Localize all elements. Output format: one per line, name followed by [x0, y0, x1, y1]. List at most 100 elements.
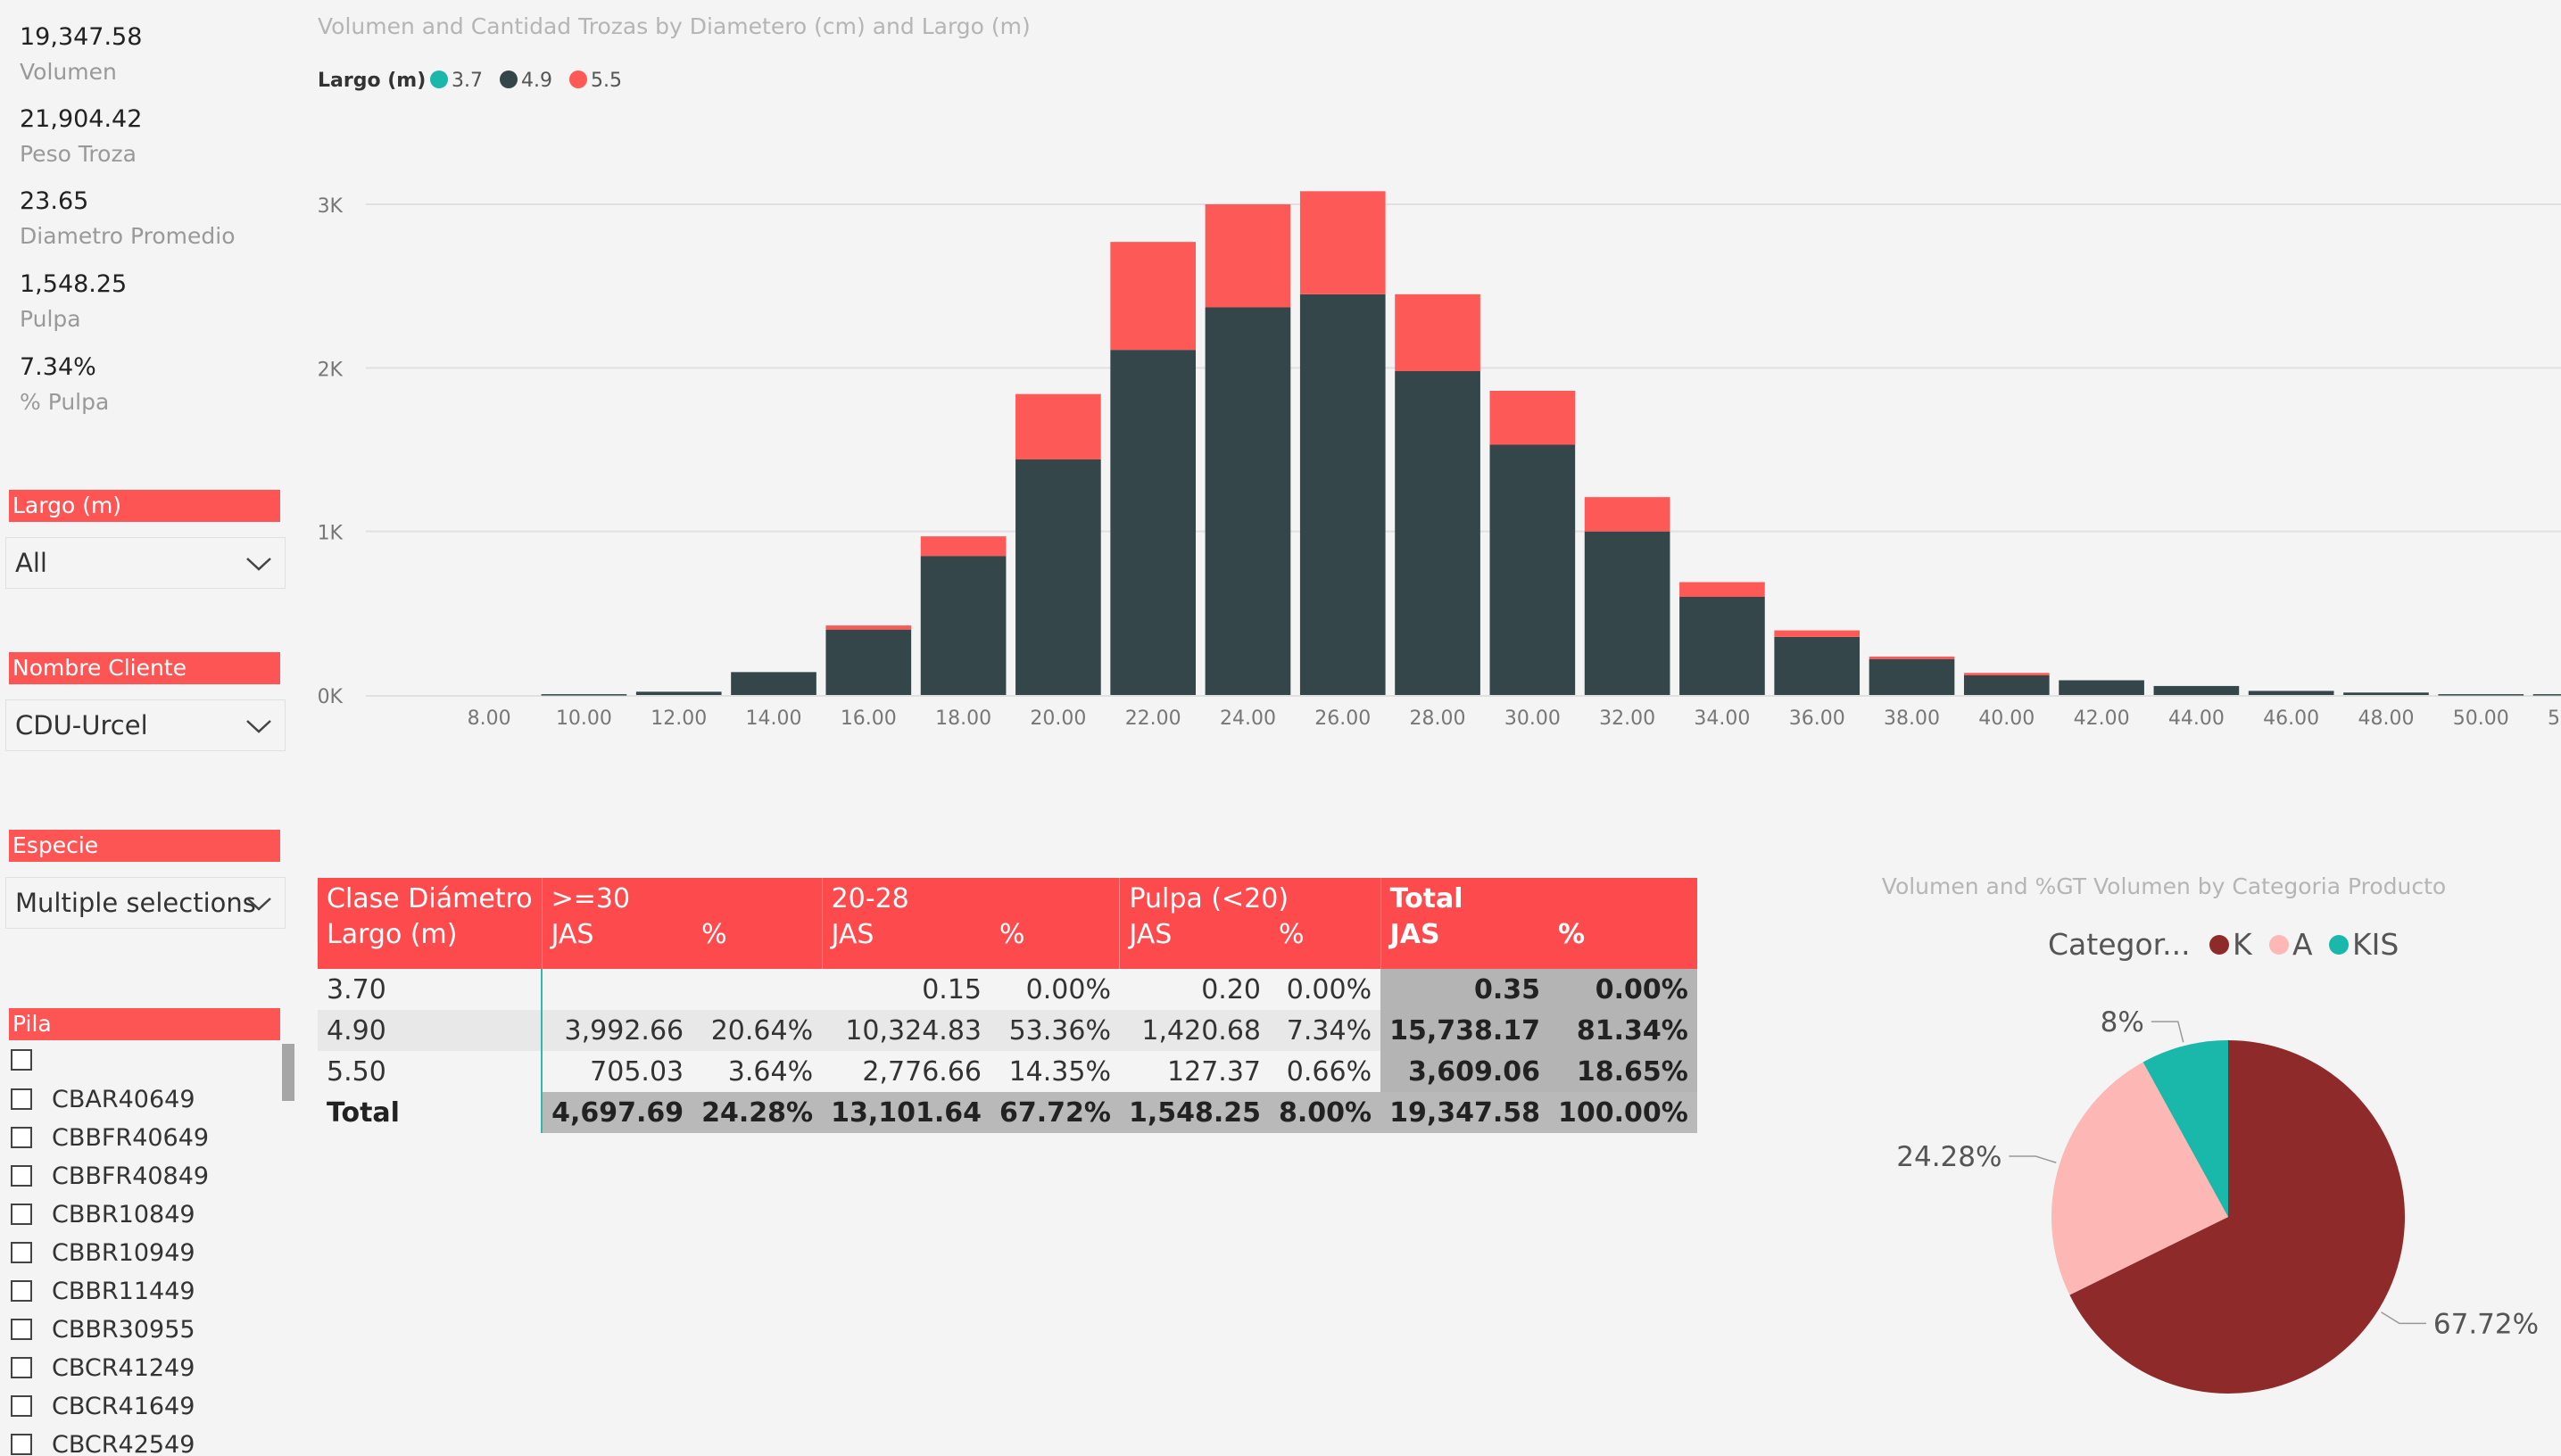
col-header[interactable]: JAS	[1129, 919, 1173, 950]
bar-segment[interactable]	[2059, 680, 2144, 696]
bar-segment[interactable]	[920, 536, 1007, 557]
pie-slices[interactable]	[2051, 1040, 2405, 1394]
bar-segment[interactable]	[2248, 691, 2334, 695]
bar-segment[interactable]	[635, 691, 722, 695]
group-header[interactable]: >=30	[542, 878, 823, 919]
group-header[interactable]: Pulpa (<20)	[1119, 878, 1381, 919]
checkbox[interactable]	[11, 1088, 32, 1110]
bar-segment[interactable]	[1015, 459, 1101, 695]
bar-segment[interactable]	[2438, 694, 2524, 696]
pila-item[interactable]: CBCR41649	[11, 1392, 278, 1427]
checkbox[interactable]	[11, 1049, 32, 1071]
bar-segment[interactable]	[1774, 630, 1861, 637]
bar-segment[interactable]	[1963, 673, 2050, 675]
bar-segment[interactable]	[1299, 294, 1386, 695]
bar-segment[interactable]	[1869, 656, 1955, 659]
bar-segment[interactable]	[2532, 694, 2561, 696]
bar-segment[interactable]	[541, 694, 627, 696]
group-header[interactable]: Total	[1389, 882, 1463, 914]
pila-item[interactable]: CBBFR40849	[11, 1162, 278, 1197]
bar-segment[interactable]	[1489, 444, 1576, 696]
bar-segment[interactable]	[1584, 531, 1670, 695]
bar-segment[interactable]	[1395, 371, 1480, 695]
bar-segment[interactable]	[1299, 191, 1386, 294]
slicer-largo-dropdown[interactable]: All	[5, 537, 286, 589]
pila-item[interactable]: CBBR11449	[11, 1277, 278, 1312]
checkbox[interactable]	[11, 1127, 32, 1148]
bar-segment[interactable]	[1679, 597, 1765, 695]
pila-item[interactable]: CBAR40649	[11, 1085, 278, 1121]
checkbox[interactable]	[11, 1280, 32, 1302]
slicer-cliente-dropdown[interactable]: CDU-Urcel	[5, 699, 286, 751]
legend-marker[interactable]	[430, 70, 448, 88]
bar-segment[interactable]	[825, 629, 912, 695]
cell: 0.00%	[1286, 973, 1372, 1005]
slicer-largo-value: All	[15, 548, 47, 578]
bar-segment[interactable]	[1395, 294, 1480, 371]
bar-segment[interactable]	[1489, 391, 1576, 445]
pila-item[interactable]: CBBR10949	[11, 1238, 278, 1274]
legend-label[interactable]: A	[2292, 927, 2313, 962]
group-header[interactable]: 20-28	[822, 878, 1121, 919]
legend-label[interactable]: K	[2233, 927, 2253, 962]
col-header[interactable]: %	[1558, 919, 1586, 950]
legend-marker[interactable]	[2329, 935, 2349, 955]
checkbox[interactable]	[11, 1204, 32, 1225]
bar-segment[interactable]	[1774, 636, 1861, 695]
bars[interactable]	[541, 191, 2561, 696]
slicer-especie-dropdown[interactable]: Multiple selections	[5, 877, 286, 929]
col-header[interactable]: JAS	[551, 919, 594, 950]
pila-item[interactable]: CBCR41249	[11, 1353, 278, 1389]
bar-segment[interactable]	[1679, 582, 1765, 598]
bar-segment[interactable]	[1963, 675, 2050, 695]
pila-item[interactable]: CBBR30955	[11, 1315, 278, 1351]
bar-segment[interactable]	[1205, 307, 1291, 696]
legend-label[interactable]: KIS	[2352, 927, 2399, 962]
pie-slice[interactable]	[2142, 1040, 2228, 1217]
bar-segment[interactable]	[1015, 393, 1101, 459]
x-tick-label: 44.00	[2168, 707, 2225, 730]
pie-slice[interactable]	[2069, 1040, 2405, 1394]
x-tick-label: 40.00	[1978, 707, 2035, 730]
col-header[interactable]: %	[990, 919, 1121, 969]
bar-segment[interactable]	[1205, 204, 1291, 308]
pila-item[interactable]: CBCR42549	[11, 1430, 278, 1456]
x-tick-label: 26.00	[1314, 707, 1371, 730]
checkbox[interactable]	[11, 1319, 32, 1340]
legend-marker[interactable]	[500, 70, 518, 88]
pila-item[interactable]: CBBR10849	[11, 1200, 278, 1236]
bar-segment[interactable]	[1110, 350, 1197, 695]
bar-segment[interactable]	[2343, 692, 2429, 695]
bar-segment[interactable]	[1869, 658, 1955, 695]
checkbox[interactable]	[11, 1395, 32, 1417]
bar-segment[interactable]	[2153, 685, 2240, 695]
leader-line	[2009, 1155, 2057, 1163]
checkbox[interactable]	[11, 1165, 32, 1187]
checkbox[interactable]	[11, 1242, 32, 1263]
legend-marker[interactable]	[2269, 935, 2289, 955]
chart-title: Volumen and Cantidad Trozas by Diametero…	[318, 13, 1031, 39]
legend-label[interactable]: 3.7	[452, 70, 483, 92]
checkbox[interactable]	[11, 1357, 32, 1378]
row-label: 4.90	[318, 1010, 543, 1051]
col-header[interactable]: JAS	[831, 919, 874, 950]
pila-scrollbar[interactable]	[282, 1044, 294, 1101]
pie-slice[interactable]	[2051, 1062, 2228, 1295]
legend-label[interactable]: 5.5	[591, 70, 622, 92]
col-header[interactable]: %	[692, 919, 823, 969]
legend-label[interactable]: 4.9	[521, 70, 552, 92]
bar-segment[interactable]	[920, 556, 1007, 695]
checkbox[interactable]	[11, 1434, 32, 1455]
bar-segment[interactable]	[731, 672, 816, 695]
pila-item[interactable]: CBBFR40649	[11, 1123, 278, 1159]
col-header[interactable]: JAS	[1389, 919, 1440, 950]
legend-marker[interactable]	[2209, 935, 2229, 955]
legend-marker[interactable]	[569, 70, 587, 88]
pila-item[interactable]	[11, 1046, 278, 1081]
legend-title: Categor...	[2048, 927, 2191, 962]
kpi-label: Peso Troza	[20, 141, 137, 167]
bar-segment[interactable]	[825, 625, 912, 630]
col-header[interactable]: %	[1270, 919, 1381, 969]
bar-segment[interactable]	[1584, 497, 1670, 532]
bar-segment[interactable]	[1110, 242, 1197, 351]
